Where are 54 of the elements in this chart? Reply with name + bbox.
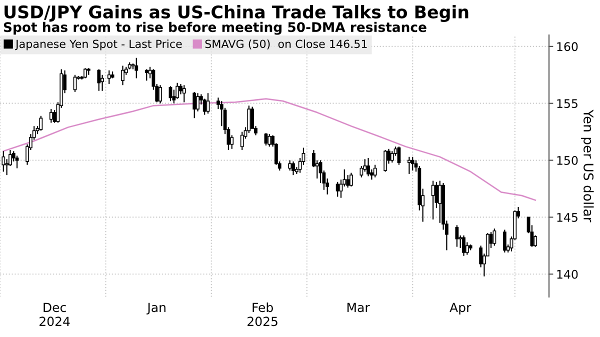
candlestick	[384, 149, 388, 172]
candlestick	[121, 65, 124, 86]
candlestick	[206, 92, 210, 114]
candlestick	[97, 68, 101, 92]
candlestick	[192, 91, 196, 119]
candlestick	[144, 68, 148, 82]
candlestick	[107, 70, 111, 85]
x-tick-label: Apr	[450, 302, 472, 315]
y-tick-label: 140	[557, 270, 578, 279]
candlestick	[390, 150, 394, 164]
legend-label: Japanese Yen Spot - Last Price	[14, 39, 182, 50]
x-tick-label: Dec 2024	[40, 302, 70, 326]
candlestick	[100, 74, 104, 92]
candlestick	[336, 181, 340, 198]
candlestick	[240, 131, 244, 151]
candlestick	[350, 172, 353, 188]
candlestick	[264, 132, 268, 146]
x-tick-label: Feb 2025	[248, 302, 278, 326]
candlestick	[2, 150, 6, 172]
x-tick-label: Mar	[347, 302, 370, 312]
candlestick	[407, 156, 411, 174]
chart-subtitle: Spot has room to rise before meeting 50-DMA resistance	[4, 22, 426, 35]
candlestick	[158, 84, 162, 104]
candlestick	[462, 234, 466, 256]
candlestick	[534, 234, 538, 248]
candlestick	[492, 228, 496, 246]
candlestick	[49, 108, 53, 124]
candlestick	[288, 160, 292, 172]
x-tick-label: Jan	[146, 302, 166, 314]
candlestick	[39, 115, 43, 132]
y-tick-label: 150	[557, 156, 578, 165]
candlestick	[15, 155, 19, 169]
candlestick	[438, 180, 442, 224]
candlestick	[134, 57, 138, 79]
chart-title: USD/JPY Gains as US-China Trade Talks to Begin	[4, 5, 468, 22]
candlestick	[502, 229, 506, 254]
candlestick	[373, 164, 377, 178]
y-tick-label: 160	[557, 42, 578, 52]
candlestick	[465, 242, 469, 256]
candlestick	[410, 156, 414, 172]
candlestick	[182, 84, 186, 103]
candlestick	[292, 160, 295, 176]
candlestick	[455, 224, 459, 248]
y-axis-title: Yen per US dollar	[580, 110, 594, 222]
candlestick	[84, 68, 87, 79]
candlestick	[268, 134, 272, 148]
y-tick-label: 155	[557, 99, 578, 108]
candlestick	[196, 92, 200, 112]
candlestick	[366, 157, 370, 177]
candlestick	[168, 86, 172, 102]
candlestick	[176, 82, 180, 100]
y-tick-label: 145	[557, 213, 578, 222]
legend-label: SMAVG (50) on Close 146.51	[205, 39, 367, 50]
candlestick	[431, 180, 435, 220]
